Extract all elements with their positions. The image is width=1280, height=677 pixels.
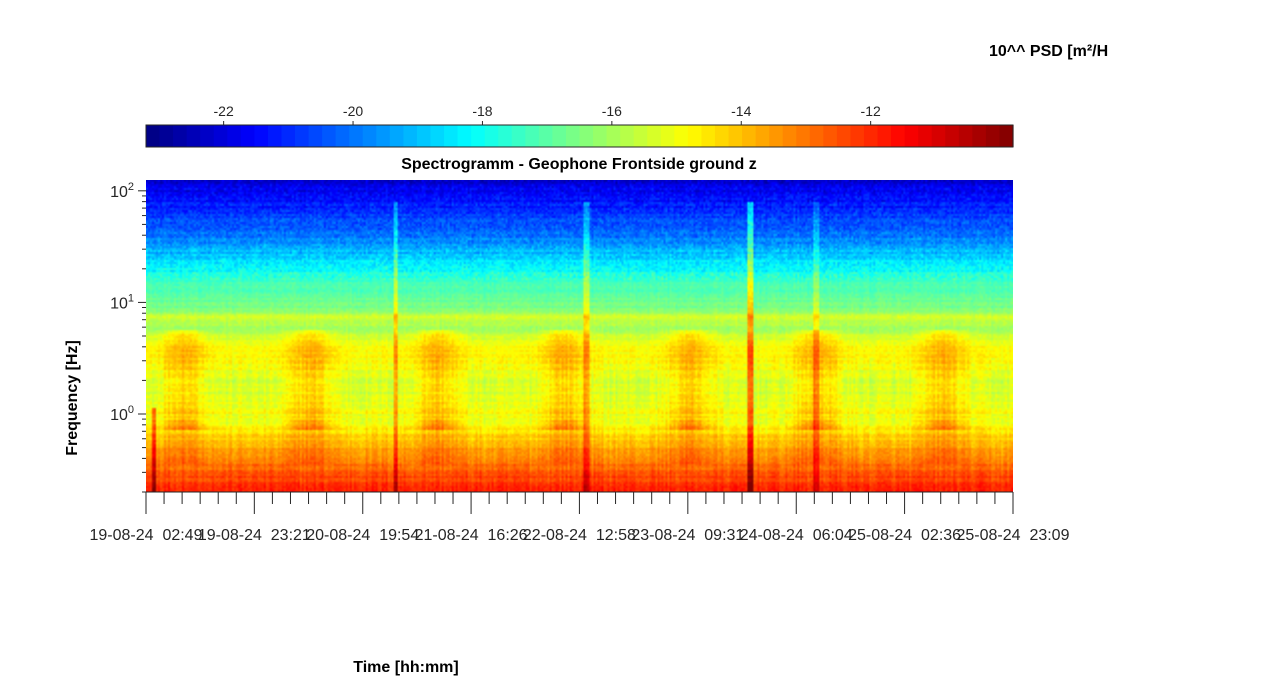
colorbar-cell — [444, 125, 459, 147]
x-tick-label: 19-08-24 23:21 — [198, 527, 311, 544]
colorbar-cell — [606, 125, 621, 147]
x-tick-label: 25-08-24 02:36 — [848, 527, 961, 544]
colorbar-cell — [227, 125, 242, 147]
x-tick-label: 19-08-24 02:49 — [90, 527, 203, 544]
colorbar-cell — [403, 125, 418, 147]
colorbar-cell — [565, 125, 581, 147]
colorbar-cell — [240, 125, 255, 147]
colorbar-cell — [322, 125, 337, 147]
colorbar-cell — [809, 125, 824, 147]
colorbar-cell — [687, 125, 703, 147]
colorbar-cell — [755, 125, 770, 147]
colorbar-cell — [579, 125, 594, 147]
colorbar-cell — [714, 125, 730, 147]
colorbar-cell — [389, 125, 404, 147]
x-tick-label: 23-08-24 09:31 — [631, 527, 744, 544]
colorbar-cell — [945, 125, 960, 147]
x-axis-label: Time [hh:mm] — [353, 659, 458, 676]
colorbar-cell — [633, 125, 648, 147]
colorbar-cell — [742, 125, 757, 147]
colorbar-cell — [281, 125, 296, 147]
colorbar-cell — [538, 125, 554, 147]
colorbar-cell — [850, 125, 865, 147]
colorbar-cell — [593, 125, 608, 147]
colorbar-cell — [728, 125, 743, 147]
y-axis-label: Frequency [Hz] — [64, 340, 81, 456]
colorbar-cell — [972, 125, 987, 147]
colorbar-cell — [836, 125, 852, 147]
colorbar-cell — [173, 125, 188, 147]
colorbar: -22 -20 -18 -16 -14 -12 — [145, 103, 1014, 148]
colorbar-cell — [511, 125, 526, 147]
colorbar-cell — [308, 125, 323, 147]
colorbar-tick-label: -14 — [731, 103, 751, 119]
chart-title: Spectrogramm - Geophone Frontside ground… — [401, 156, 757, 173]
colorbar-cell — [701, 125, 716, 147]
colorbar-cell — [335, 125, 350, 147]
colorbar-tick-label: -18 — [472, 103, 492, 119]
x-tick-label: 25-08-24 23:09 — [957, 527, 1070, 544]
colorbar-cell — [863, 125, 879, 147]
colorbar-cell — [674, 125, 689, 147]
colorbar-cell — [552, 125, 567, 147]
colorbar-cell — [254, 125, 269, 147]
y-tick-label: 100 — [110, 404, 134, 424]
colorbar-tick-label: -22 — [214, 103, 234, 119]
colorbar-label: 10^^ PSD [m²/H — [989, 43, 1108, 60]
colorbar-cell — [471, 125, 486, 147]
colorbar-cell — [484, 125, 499, 147]
colorbar-tick-label: -20 — [343, 103, 363, 119]
colorbar-cell — [985, 125, 1001, 147]
colorbar-cell — [660, 125, 675, 147]
colorbar-cell — [904, 125, 919, 147]
colorbar-cell — [213, 125, 228, 147]
colorbar-cell — [186, 125, 201, 147]
colorbar-frame — [145, 124, 1014, 148]
colorbar-cell — [349, 125, 364, 147]
colorbar-cell — [769, 125, 784, 147]
colorbar-cell — [877, 125, 892, 147]
colorbar-cell — [376, 125, 391, 147]
colorbar-tick-label: -12 — [861, 103, 881, 119]
colorbar-cell — [782, 125, 797, 147]
y-tick-label: 101 — [110, 292, 134, 312]
colorbar-cell — [958, 125, 973, 147]
colorbar-cell — [457, 125, 472, 147]
x-tick-label: 21-08-24 16:26 — [415, 527, 528, 544]
y-tick-label: 102 — [110, 181, 134, 201]
colorbar-cell — [295, 125, 310, 147]
colorbar-cell — [267, 125, 283, 147]
colorbar-cell — [918, 125, 933, 147]
x-tick-label: 20-08-24 19:54 — [306, 527, 419, 544]
colorbar-cell — [159, 125, 174, 147]
colorbar-cell — [999, 125, 1014, 147]
colorbar-cell — [931, 125, 946, 147]
colorbar-cell — [498, 125, 513, 147]
colorbar-cell — [796, 125, 811, 147]
colorbar-cell — [416, 125, 432, 147]
colorbar-tick-label: -16 — [602, 103, 622, 119]
colorbar-cell — [620, 125, 635, 147]
colorbar-cell — [200, 125, 215, 147]
spectrogram-heatmap — [146, 180, 1013, 492]
colorbar-cell — [525, 125, 540, 147]
colorbar-cell — [647, 125, 662, 147]
x-tick-label: 22-08-24 12:58 — [523, 527, 636, 544]
colorbar-cell — [430, 125, 445, 147]
x-tick-label: 24-08-24 06:04 — [740, 527, 853, 544]
colorbar-cell — [891, 125, 906, 147]
colorbar-cell — [823, 125, 838, 147]
colorbar-cell — [146, 125, 161, 147]
colorbar-cell — [362, 125, 377, 147]
